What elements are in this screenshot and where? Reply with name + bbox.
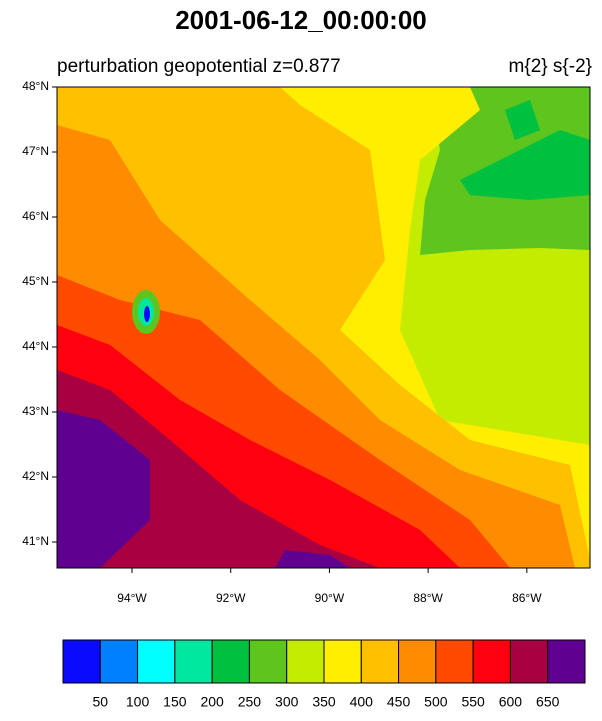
y-tick-label: 47°N	[22, 144, 49, 158]
colorbar-label: 50	[92, 694, 108, 710]
colorbar-label: 250	[238, 694, 262, 710]
colorbar-label: 550	[461, 694, 485, 710]
x-tick-label: 94°W	[117, 591, 147, 605]
colorbar-box	[137, 639, 176, 684]
contour-region	[144, 306, 150, 322]
y-tick-label: 46°N	[22, 209, 49, 223]
colorbar-label: 400	[350, 694, 374, 710]
title: 2001-06-12_00:00:00	[175, 5, 427, 35]
y-tick-label: 45°N	[22, 274, 49, 288]
y-tick-label: 41°N	[22, 534, 49, 548]
colorbar-box	[435, 639, 474, 684]
y-tick-label: 48°N	[22, 79, 49, 93]
right-string: m{2} s{-2}	[509, 56, 592, 77]
x-tick-label: 90°W	[315, 591, 345, 605]
y-tick-label: 42°N	[22, 469, 49, 483]
colorbar-box	[174, 639, 213, 684]
colorbar-box	[509, 639, 549, 684]
colorbar-label: 450	[387, 694, 411, 710]
colorbar-label: 500	[424, 694, 448, 710]
colorbar-label: 300	[275, 694, 299, 710]
plot-frame	[56, 86, 591, 569]
colorbar-box	[323, 639, 362, 684]
colorbar-box	[211, 639, 250, 684]
colorbar-box	[472, 639, 511, 684]
x-tick-label: 88°W	[413, 591, 443, 605]
colorbar-box	[248, 639, 288, 684]
colorbar-label: 150	[163, 694, 187, 710]
contour-region	[57, 410, 350, 568]
colorbar-label: 100	[126, 694, 150, 710]
colorbar-label: 600	[499, 694, 523, 710]
colorbar-label: 350	[312, 694, 336, 710]
colorbar-box	[360, 639, 400, 684]
x-tick-label: 86°W	[512, 591, 542, 605]
colorbar-box	[62, 639, 101, 684]
colorbar-box	[99, 639, 139, 684]
colorbar-box	[398, 639, 437, 684]
colorbar-label: 200	[200, 694, 224, 710]
x-tick-label: 92°W	[216, 591, 246, 605]
colorbar-box	[547, 639, 586, 684]
colorbar-box	[286, 639, 325, 684]
contour-region	[460, 100, 590, 200]
y-tick-label: 43°N	[22, 404, 49, 418]
y-tick-label: 44°N	[22, 339, 49, 353]
colorbar-label: 650	[536, 694, 560, 710]
field	[57, 87, 590, 568]
left-string: perturbation geopotential z=0.877	[57, 56, 341, 77]
